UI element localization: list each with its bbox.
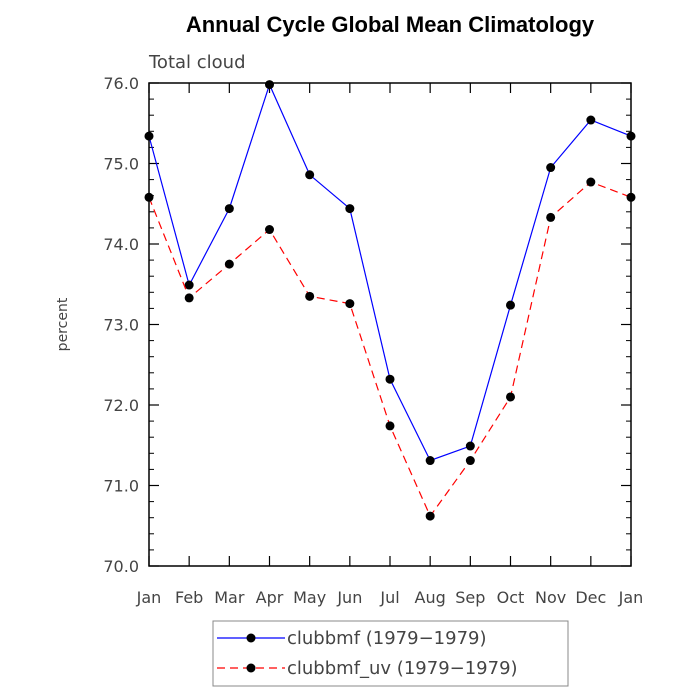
legend-marker-0 (246, 633, 256, 643)
y-tick-label: 70.0 (103, 557, 139, 576)
plot-area: 70.0 71.0 72.0 73.0 74.0 75.0 76.0 Jan Feb Mar Apr… (55, 74, 643, 607)
data-point-s0-8 (465, 441, 475, 451)
data-point-s1-10 (546, 212, 556, 222)
data-point-s0-10 (546, 163, 556, 173)
data-point-s1-11 (586, 177, 596, 187)
y-tick-label: 74.0 (103, 235, 139, 254)
legend-label-1: clubbmf_uv (1979−1979) (287, 658, 518, 679)
x-tick-label: Jan (618, 588, 644, 607)
data-point-s1-2 (224, 259, 234, 269)
x-tick-label: Jan (136, 588, 162, 607)
data-point-s1-0 (144, 192, 154, 202)
data-point-s1-8 (465, 456, 475, 466)
legend-marker-1 (246, 663, 256, 673)
series-line-1 (148, 181, 632, 518)
data-point-s0-11 (586, 115, 596, 125)
legend-box (212, 620, 569, 687)
data-point-s1-7 (425, 511, 435, 521)
data-point-s0-6 (385, 374, 395, 384)
data-point-s0-3 (265, 80, 274, 90)
y-tick-label: 75.0 (103, 155, 139, 174)
y-tick-label: 76.0 (103, 74, 139, 93)
x-tick-label: Dec (575, 588, 606, 607)
data-point-s0-5 (345, 204, 355, 214)
plot-frame (148, 82, 632, 567)
x-tick-label: Jun (336, 588, 362, 607)
data-point-s0-2 (224, 204, 234, 214)
x-tick-label: Feb (175, 588, 203, 607)
data-point-s0-12 (626, 131, 636, 141)
chart-title: Annual Cycle Global Mean Climatology (186, 12, 595, 37)
data-point-s1-9 (506, 392, 515, 402)
series-line-0 (148, 82, 632, 462)
y-tick-label: 71.0 (103, 477, 139, 496)
data-point-s0-4 (305, 170, 315, 180)
x-tick-label: Sep (455, 588, 485, 607)
x-tick-label: Nov (535, 588, 566, 607)
data-point-s1-6 (385, 421, 395, 431)
data-point-s0-0 (144, 131, 154, 141)
data-point-s1-4 (305, 291, 315, 301)
data-point-s1-3 (265, 225, 274, 235)
legend-label-0: clubbmf (1979−1979) (287, 628, 487, 649)
chart-subtitle: Total cloud (148, 52, 246, 73)
legend: clubbmf (1979−1979) clubbmf_uv (1979−1979… (212, 620, 569, 687)
data-point-s0-9 (506, 300, 515, 310)
x-tick-label: Oct (497, 588, 525, 607)
data-point-s1-12 (626, 192, 636, 202)
data-point-s0-7 (425, 456, 435, 466)
y-axis-label: percent (55, 297, 71, 351)
y-tick-label: 72.0 (103, 396, 139, 415)
data-point-s0-1 (184, 280, 194, 290)
data-point-s1-5 (345, 299, 355, 309)
x-tick-label: May (293, 588, 326, 607)
x-tick-label: Apr (256, 588, 284, 607)
x-tick-label: Aug (415, 588, 446, 607)
y-tick-label: 73.0 (103, 316, 139, 335)
x-tick-label: Jul (379, 588, 399, 607)
x-tick-label: Mar (214, 588, 245, 607)
data-point-s1-1 (184, 293, 194, 303)
